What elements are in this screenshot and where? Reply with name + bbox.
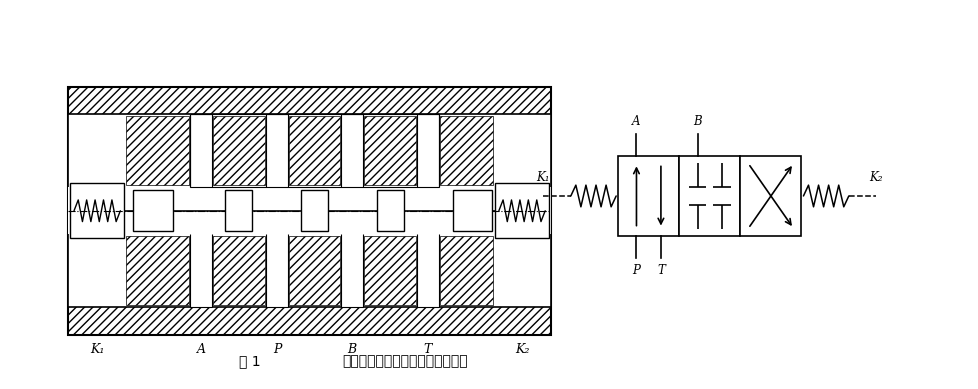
Bar bbox=[417, 114, 438, 187]
Text: 图 1: 图 1 bbox=[239, 354, 260, 368]
Text: K₁: K₁ bbox=[90, 343, 105, 356]
Text: B: B bbox=[347, 343, 356, 356]
Text: T: T bbox=[656, 264, 664, 277]
Bar bbox=[213, 116, 265, 185]
Bar bbox=[68, 114, 551, 307]
Text: P: P bbox=[632, 264, 640, 277]
Bar bbox=[452, 190, 492, 231]
Bar bbox=[266, 114, 288, 187]
Bar bbox=[439, 116, 493, 185]
Text: A: A bbox=[197, 343, 205, 356]
Bar bbox=[213, 237, 265, 305]
Bar bbox=[70, 183, 124, 238]
Bar bbox=[190, 114, 212, 187]
Bar bbox=[225, 190, 252, 231]
Bar bbox=[340, 235, 363, 307]
Bar bbox=[340, 114, 363, 187]
Text: K₁: K₁ bbox=[536, 171, 550, 184]
Bar bbox=[133, 190, 172, 231]
Bar bbox=[439, 237, 493, 305]
Bar bbox=[617, 156, 679, 237]
Bar bbox=[417, 235, 438, 307]
Bar bbox=[739, 156, 801, 237]
Bar bbox=[126, 237, 189, 305]
Bar bbox=[126, 116, 189, 185]
Text: K₂: K₂ bbox=[514, 343, 529, 356]
Text: T: T bbox=[423, 343, 431, 356]
Bar bbox=[190, 235, 212, 307]
Bar bbox=[68, 87, 551, 335]
Bar bbox=[364, 237, 416, 305]
Bar bbox=[300, 190, 328, 231]
Text: 三位四通液动换向阀的工作原理图: 三位四通液动换向阀的工作原理图 bbox=[341, 354, 467, 368]
Text: A: A bbox=[632, 115, 640, 128]
Bar bbox=[68, 187, 551, 235]
Bar bbox=[377, 190, 404, 231]
Bar bbox=[289, 237, 339, 305]
Text: B: B bbox=[692, 115, 701, 128]
Bar bbox=[364, 116, 416, 185]
Bar bbox=[289, 116, 339, 185]
Bar bbox=[266, 235, 288, 307]
Bar bbox=[679, 156, 739, 237]
Text: P: P bbox=[273, 343, 281, 356]
Text: K₂: K₂ bbox=[868, 171, 882, 184]
Bar bbox=[495, 183, 549, 238]
